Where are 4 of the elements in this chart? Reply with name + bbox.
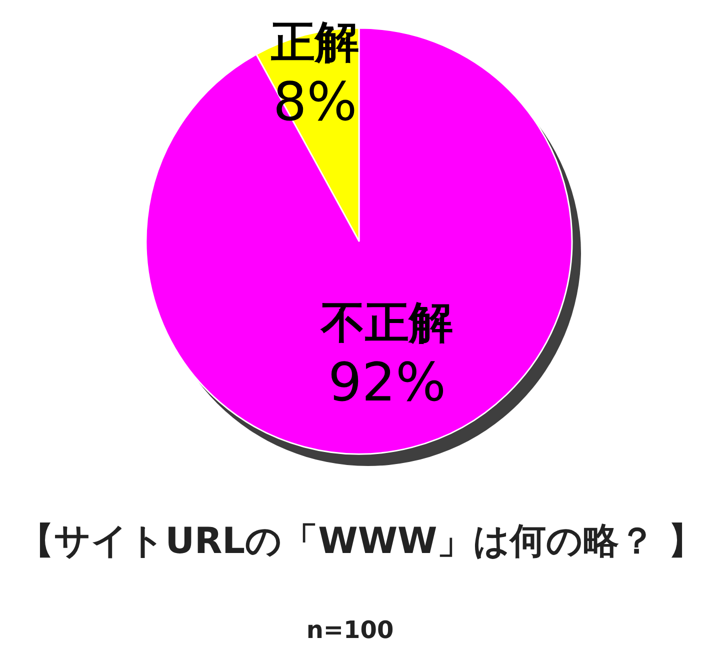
text: n=100 xyxy=(306,616,394,644)
text: 【サイトURLの「WWW」は何の略？ 】 xyxy=(18,521,704,562)
data-label: 92% xyxy=(328,352,446,414)
slice-label: 不正解 xyxy=(320,297,454,348)
